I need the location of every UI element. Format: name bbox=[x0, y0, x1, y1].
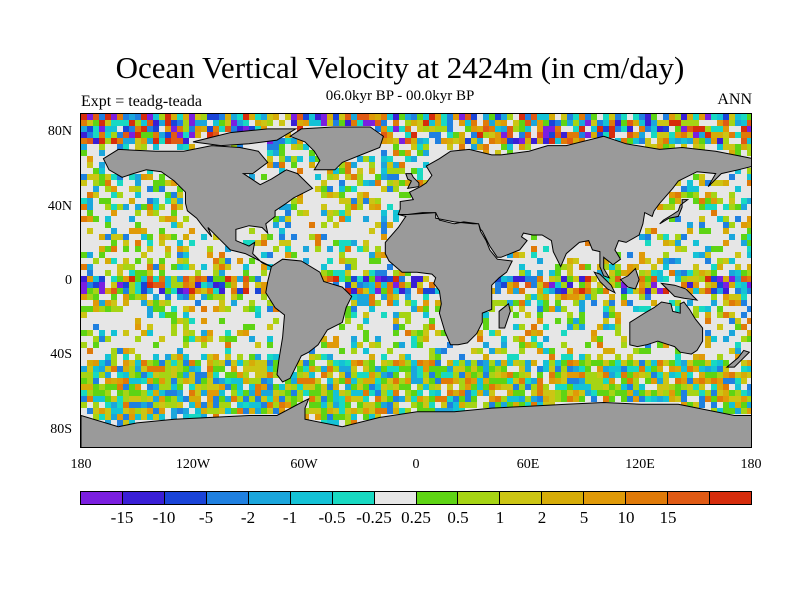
plot-subtitle: 06.0kyr BP - 00.0kyr BP bbox=[325, 88, 475, 104]
colorbar-label: 5 bbox=[579, 508, 589, 527]
plot-title: Ocean Vertical Velocity at 2424m (in cm/… bbox=[115, 50, 685, 85]
lon-tick-180e: 180 bbox=[740, 457, 762, 472]
colorbar-swatch-10 bbox=[500, 492, 543, 504]
colorbar-swatch-15 bbox=[710, 492, 751, 504]
land-madagascar bbox=[498, 302, 511, 329]
colorbar-swatch-0 bbox=[81, 492, 123, 504]
land-borneo bbox=[619, 267, 640, 290]
colorbar-swatch-1 bbox=[122, 492, 165, 504]
continents bbox=[81, 126, 751, 447]
colorbar-label: 0.25 bbox=[401, 508, 431, 527]
world-map bbox=[81, 114, 751, 447]
lon-tick-0: 0 bbox=[412, 457, 420, 472]
land-north-america bbox=[102, 145, 314, 268]
land-australia bbox=[629, 301, 704, 355]
land-japan bbox=[659, 199, 690, 225]
lat-tick-40n: 40N bbox=[47, 199, 72, 214]
colorbar-swatch-11 bbox=[542, 492, 585, 504]
land-britain bbox=[405, 173, 420, 190]
colorbar-label: 2 bbox=[537, 508, 547, 527]
colorbar-label: 15 bbox=[659, 508, 677, 527]
land-arctic-islands bbox=[192, 128, 298, 147]
colorbar-swatch-6 bbox=[332, 492, 375, 504]
lon-tick-60w: 60W bbox=[290, 457, 318, 472]
lat-tick-0: 0 bbox=[65, 273, 72, 288]
land-new-guinea bbox=[660, 282, 699, 301]
velocity-field bbox=[81, 114, 751, 426]
colorbar-swatch-13 bbox=[626, 492, 669, 504]
colorbar-label: -15 bbox=[110, 508, 134, 527]
lon-tick-120w: 120W bbox=[175, 457, 211, 472]
colorbar-label: 1 bbox=[495, 508, 505, 527]
lat-tick-80s: 80S bbox=[50, 422, 72, 437]
colorbar-label: -1 bbox=[282, 508, 298, 527]
colorbar-label: -2 bbox=[240, 508, 256, 527]
lon-tick-180w: 180 bbox=[70, 457, 92, 472]
colorbar-swatch-3 bbox=[206, 492, 249, 504]
colorbar-swatch-8 bbox=[416, 492, 459, 504]
land-south-america bbox=[265, 258, 353, 383]
colorbar-swatch-14 bbox=[668, 492, 711, 504]
lat-tick-80n: 80N bbox=[47, 124, 72, 139]
lon-tick-60e: 60E bbox=[516, 457, 540, 472]
colorbar-swatch-4 bbox=[248, 492, 291, 504]
colorbar-swatch-5 bbox=[290, 492, 333, 504]
colorbar-label: -0.5 bbox=[318, 508, 346, 527]
colorbar-label: -0.25 bbox=[356, 508, 392, 527]
colorbar-label: 10 bbox=[617, 508, 635, 527]
land-new-zealand bbox=[725, 349, 751, 368]
colorbar-label: 0.5 bbox=[447, 508, 469, 527]
colorbar-swatch-7 bbox=[374, 492, 417, 504]
land-sumatra bbox=[593, 271, 617, 294]
season-label: ANN bbox=[717, 91, 752, 108]
land-greenland bbox=[289, 126, 384, 171]
colorbar-label: -10 bbox=[152, 508, 176, 527]
map-panel bbox=[80, 113, 752, 448]
colorbar bbox=[80, 491, 752, 505]
lat-tick-40s: 40S bbox=[50, 347, 72, 362]
land-antarctica bbox=[81, 397, 751, 447]
lon-tick-120e: 120E bbox=[625, 457, 655, 472]
land-eurasia-africa bbox=[384, 135, 751, 346]
colorbar-swatch-9 bbox=[458, 492, 501, 504]
colorbar-swatch-12 bbox=[584, 492, 627, 504]
experiment-label: Expt = teadg-teada bbox=[81, 93, 202, 110]
colorbar-label: -5 bbox=[198, 508, 214, 527]
colorbar-swatch-2 bbox=[164, 492, 207, 504]
